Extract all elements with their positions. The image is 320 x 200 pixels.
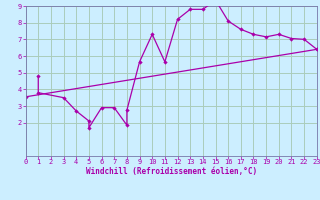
X-axis label: Windchill (Refroidissement éolien,°C): Windchill (Refroidissement éolien,°C) xyxy=(86,167,257,176)
